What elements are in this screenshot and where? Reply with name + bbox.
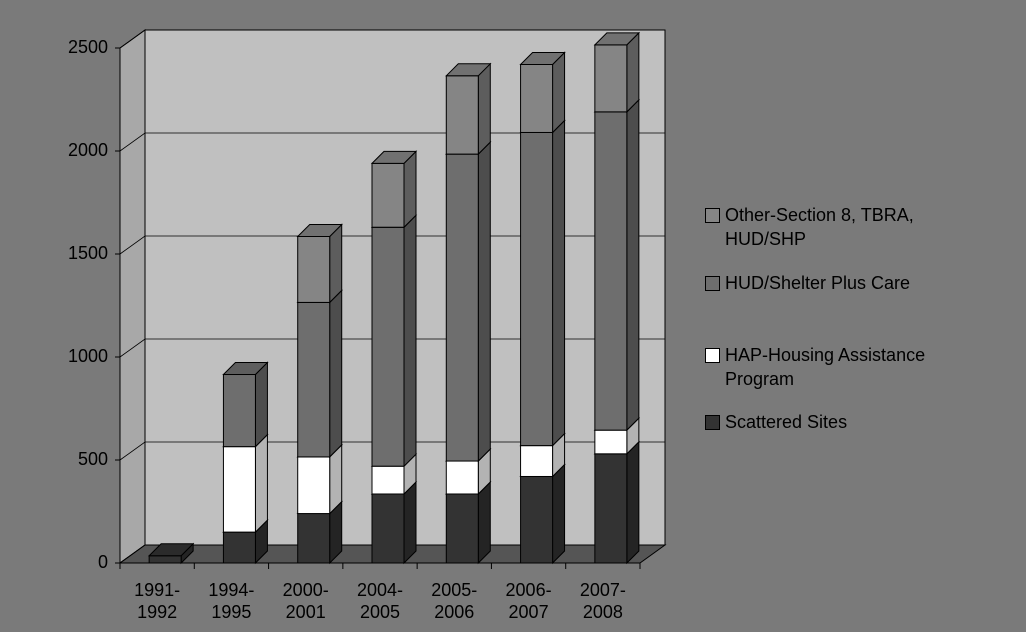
- bar-side: [329, 223, 343, 304]
- y-tick-label: 1500: [68, 243, 108, 263]
- legend-swatch: [705, 348, 720, 363]
- bar: [222, 446, 256, 533]
- legend-label: HAP-Housing Assistance Program: [725, 345, 926, 389]
- bar-top: [147, 543, 195, 557]
- bar-side: [552, 463, 566, 565]
- x-tick-label: 2005-2006: [431, 580, 478, 622]
- bar-side: [626, 31, 640, 114]
- legend-label: Scattered Sites: [725, 412, 848, 432]
- bar: [297, 235, 331, 303]
- bar-side: [477, 480, 491, 565]
- bar: [594, 44, 628, 113]
- grid-line: [119, 29, 665, 49]
- bar-side: [403, 480, 417, 565]
- grid-line: [119, 235, 665, 255]
- bar: [520, 475, 554, 564]
- bar: [445, 75, 479, 155]
- x-tick-label: 2007-2008: [579, 580, 626, 622]
- bar: [297, 513, 331, 564]
- side-wall: [119, 29, 146, 564]
- bar-side: [254, 433, 268, 534]
- bar: [445, 493, 479, 564]
- y-tick-label: 2500: [68, 37, 108, 57]
- bar: [371, 162, 405, 228]
- legend-swatch: [705, 208, 720, 223]
- legend-swatch: [705, 415, 720, 430]
- bar-side: [254, 361, 268, 448]
- y-tick-label: 2000: [68, 140, 108, 160]
- grid-line: [119, 338, 665, 358]
- bar-side: [552, 51, 566, 134]
- bar: [371, 226, 405, 467]
- y-tick-label: 0: [98, 552, 108, 572]
- bar: [520, 63, 554, 133]
- grid-line: [119, 544, 665, 564]
- y-tick-label: 500: [78, 449, 108, 469]
- bar-side: [626, 440, 640, 565]
- bar: [520, 445, 554, 477]
- bar-side: [403, 150, 417, 229]
- bar-side: [552, 119, 566, 447]
- bar-top: [370, 150, 418, 164]
- legend-swatch: [705, 276, 720, 291]
- legend-item: Scattered Sites: [705, 410, 995, 434]
- bar: [222, 531, 256, 564]
- x-tick-label: 2000-2001: [282, 580, 329, 622]
- bar-side: [477, 140, 491, 463]
- bar-top: [296, 223, 343, 237]
- bar: [371, 493, 405, 564]
- y-tick-label: 1000: [68, 346, 108, 366]
- legend-item: Other-Section 8, TBRA, HUD/SHP: [705, 203, 995, 251]
- bar-top: [445, 63, 492, 77]
- x-tick-label: 2004-2005: [356, 580, 404, 622]
- legend-item: HUD/Shelter Plus Care: [705, 271, 995, 295]
- grid-line: [119, 441, 665, 461]
- x-tick-label: 2006-2007: [505, 580, 552, 622]
- bar: [520, 131, 554, 447]
- bar: [594, 429, 628, 455]
- bar: [594, 453, 628, 564]
- bar: [297, 456, 331, 515]
- bar-top: [593, 32, 641, 46]
- bar: [222, 374, 256, 448]
- bar: [445, 153, 479, 462]
- legend-label: Other-Section 8, TBRA, HUD/SHP: [725, 205, 914, 249]
- bar: [148, 555, 182, 564]
- bar: [445, 460, 479, 495]
- bar-top: [519, 51, 566, 65]
- x-tick-label: 1991-1992: [134, 580, 181, 622]
- bar: [371, 465, 405, 495]
- bar: [297, 301, 331, 458]
- bar-side: [477, 62, 491, 156]
- legend-label: HUD/Shelter Plus Care: [725, 273, 911, 293]
- bar-top: [222, 362, 269, 376]
- bar-side: [626, 98, 640, 432]
- x-tick-label: 1994-1995: [208, 580, 255, 622]
- legend-item: HAP-Housing Assistance Program: [705, 343, 995, 391]
- bar: [594, 111, 628, 431]
- bar-side: [403, 214, 417, 468]
- grid-line: [119, 132, 665, 152]
- bar-side: [329, 289, 343, 459]
